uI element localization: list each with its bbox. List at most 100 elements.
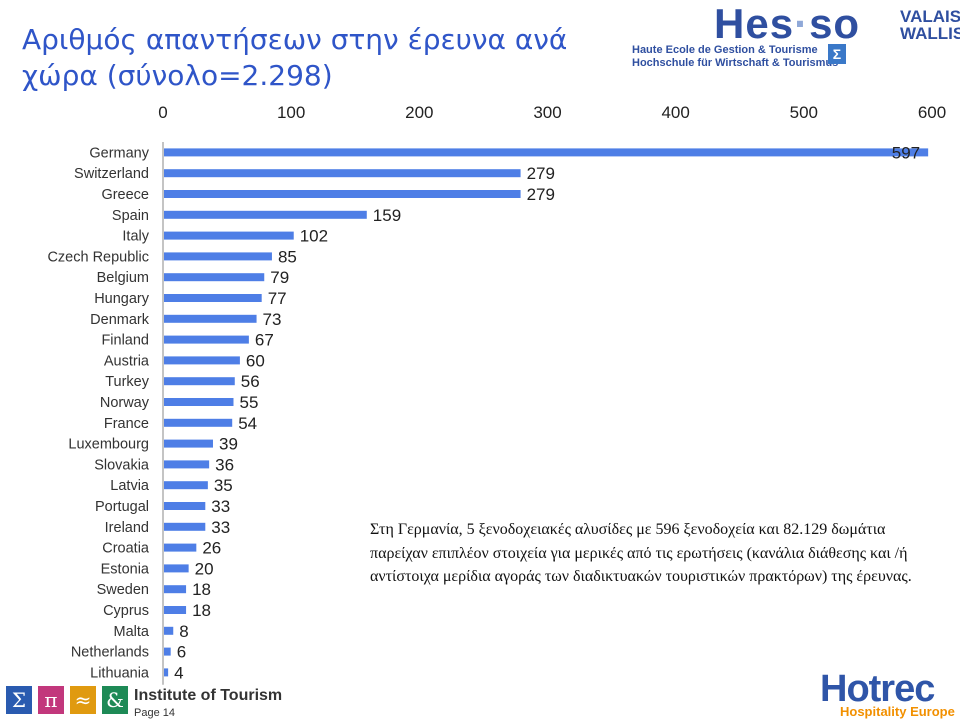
- bar: [164, 294, 262, 302]
- bar: [164, 273, 265, 282]
- bar: [164, 522, 206, 531]
- data-label: 18: [192, 601, 211, 620]
- wave-icon: ≈: [70, 686, 96, 714]
- data-label: 26: [202, 539, 221, 558]
- page-title: Αριθμός απαντήσεων στην έρευνα ανά χώρα …: [22, 22, 582, 94]
- data-label: 18: [192, 580, 211, 599]
- x-tick-label: 300: [533, 103, 561, 122]
- category-label: Slovakia: [94, 457, 150, 473]
- data-label: 79: [270, 268, 289, 287]
- category-label: Netherlands: [71, 645, 149, 661]
- category-label: Estonia: [101, 561, 150, 577]
- category-label: Turkey: [105, 374, 150, 390]
- x-tick-label: 400: [661, 103, 689, 122]
- bar: [164, 439, 213, 448]
- category-label: Luxembourg: [68, 437, 149, 453]
- data-label: 55: [239, 393, 258, 412]
- category-label: Spain: [112, 208, 149, 224]
- bar: [164, 502, 206, 510]
- data-label: 60: [246, 351, 265, 370]
- bar: [164, 398, 234, 406]
- bar: [164, 606, 187, 614]
- bar: [164, 543, 197, 552]
- bar: [164, 668, 169, 677]
- hes-so-logo: Hes·so VALAIS WALLIS Haute Ecole de Gest…: [632, 0, 960, 69]
- data-label: 33: [211, 518, 230, 537]
- category-label: Sweden: [97, 582, 149, 598]
- data-label: 39: [219, 435, 238, 454]
- category-label: Norway: [100, 395, 150, 411]
- bar: [164, 148, 929, 157]
- hotrec-tagline: Hospitality Europe: [840, 704, 955, 719]
- sigma-icon: Σ: [6, 686, 32, 714]
- x-tick-label: 600: [918, 103, 946, 122]
- category-label: Ireland: [105, 520, 149, 536]
- pi-icon: π: [38, 686, 64, 714]
- data-label: 85: [278, 247, 297, 266]
- bar: [164, 210, 367, 219]
- data-label: 54: [238, 414, 257, 433]
- data-label: 67: [255, 331, 274, 350]
- data-label: 8: [179, 622, 188, 641]
- category-label: Finland: [101, 333, 149, 349]
- category-label: Latvia: [110, 478, 150, 494]
- category-label: Malta: [114, 624, 150, 640]
- category-label: Portugal: [95, 499, 149, 515]
- data-label: 20: [195, 559, 214, 578]
- category-label: Czech Republic: [47, 249, 149, 265]
- bar: [164, 190, 521, 198]
- bar: [164, 314, 257, 323]
- hes-so-subtitle: Haute Ecole de Gestion & Tourisme Hochsc…: [632, 44, 839, 69]
- category-label: Belgium: [97, 270, 149, 286]
- data-label: 35: [214, 476, 233, 495]
- category-label: Denmark: [90, 312, 150, 328]
- bar: [164, 377, 235, 386]
- chart-footnote: Στη Γερμανία, 5 ξενοδοχειακές αλυσίδες μ…: [370, 521, 912, 585]
- category-label: Greece: [101, 187, 149, 203]
- category-label: Italy: [122, 229, 149, 245]
- bar: [164, 564, 189, 573]
- x-tick-label: 100: [277, 103, 305, 122]
- bar: [164, 231, 294, 240]
- hotrec-logo: Hotrec Hospitality Europe: [820, 668, 956, 720]
- category-label: Austria: [104, 353, 150, 369]
- title-line-1: Αριθμός απαντήσεων στην έρευνα ανά: [22, 23, 568, 56]
- bar: [164, 356, 240, 365]
- data-label: 36: [215, 455, 234, 474]
- bar: [164, 169, 521, 178]
- data-label: 597: [892, 143, 920, 162]
- x-tick-label: 200: [405, 103, 433, 122]
- data-label: 279: [527, 185, 555, 204]
- ampersand-icon: &: [102, 686, 128, 714]
- category-label: Cyprus: [103, 603, 149, 619]
- data-label: 6: [177, 643, 186, 662]
- category-label: Lithuania: [90, 665, 150, 681]
- title-line-2: χώρα (σύνολο=2.298): [22, 59, 333, 92]
- data-label: 102: [300, 227, 328, 246]
- bar: [164, 585, 187, 594]
- bar: [164, 460, 210, 469]
- bar: [164, 335, 249, 344]
- bar: [164, 481, 208, 490]
- data-label: 56: [241, 372, 260, 391]
- category-label: Hungary: [94, 291, 150, 307]
- hotrec-wordmark: Hotrec: [820, 668, 935, 710]
- bar: [164, 626, 174, 635]
- data-label: 33: [211, 497, 230, 516]
- page-number: Page 14: [134, 707, 175, 719]
- data-label: 159: [373, 206, 401, 225]
- category-label: Croatia: [102, 541, 150, 557]
- hes-so-wordmark: Hes·so: [714, 0, 861, 47]
- data-label: 279: [527, 164, 555, 183]
- bar: [164, 647, 171, 656]
- data-label: 73: [263, 310, 282, 329]
- data-label: 4: [174, 663, 183, 682]
- category-label: Switzerland: [74, 166, 149, 182]
- valais-wallis-label: VALAIS WALLIS: [900, 7, 960, 43]
- x-tick-label: 0: [158, 103, 167, 122]
- x-tick-label: 500: [790, 103, 818, 122]
- institute-name: Institute of Tourism: [134, 687, 283, 704]
- bar: [164, 418, 233, 427]
- sigma-logo-icon: Σ: [828, 44, 846, 64]
